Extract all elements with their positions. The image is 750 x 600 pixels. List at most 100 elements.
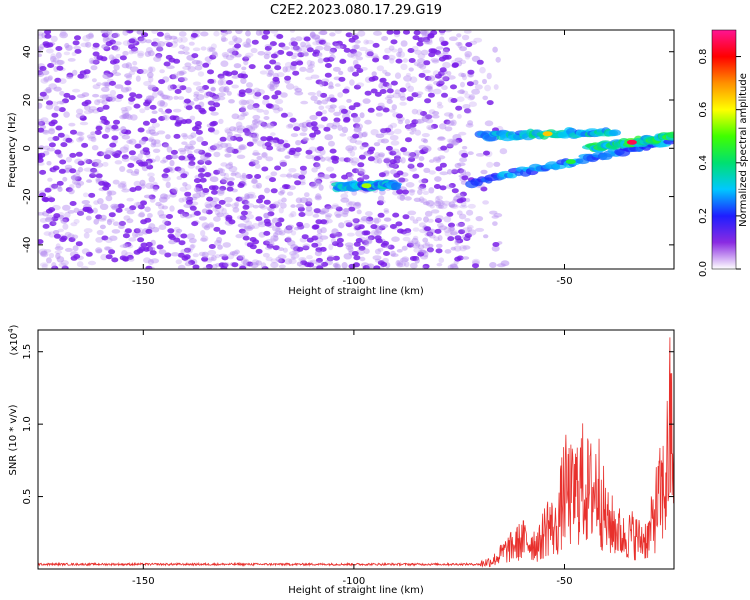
noise-speckle — [482, 95, 489, 101]
noise-speckle — [104, 82, 110, 89]
noise-speckle — [441, 85, 448, 91]
noise-speckle — [228, 161, 233, 166]
noise-speckle — [40, 251, 49, 258]
noise-speckle — [151, 41, 159, 47]
noise-speckle — [243, 225, 252, 230]
noise-speckle — [280, 92, 288, 98]
noise-speckle — [423, 167, 431, 173]
noise-speckle — [263, 230, 271, 236]
noise-speckle — [145, 241, 153, 247]
noise-speckle — [454, 235, 462, 241]
noise-speckle — [367, 235, 375, 241]
noise-speckle — [264, 187, 271, 194]
noise-speckle — [171, 252, 180, 257]
noise-speckle — [151, 110, 158, 114]
noise-speckle — [105, 147, 114, 154]
noise-speckle — [120, 126, 127, 133]
noise-speckle — [416, 62, 425, 68]
noise-speckle — [395, 58, 403, 64]
noise-speckle — [174, 121, 182, 127]
noise-speckle — [351, 160, 358, 166]
noise-speckle — [451, 188, 459, 194]
noise-speckle — [226, 80, 233, 85]
noise-speckle — [458, 131, 467, 136]
noise-speckle — [450, 84, 457, 90]
noise-speckle — [388, 45, 395, 51]
noise-speckle — [334, 30, 342, 34]
noise-speckle — [158, 214, 168, 219]
noise-speckle — [364, 238, 372, 244]
noise-speckle — [459, 46, 467, 52]
noise-speckle — [386, 162, 392, 169]
noise-speckle — [158, 224, 167, 230]
noise-speckle — [455, 193, 464, 199]
noise-speckle — [38, 157, 44, 163]
noise-speckle — [192, 264, 200, 269]
noise-speckle — [426, 247, 434, 253]
noise-speckle — [322, 109, 327, 115]
noise-speckle — [403, 75, 412, 82]
noise-speckle — [220, 60, 229, 67]
noise-speckle — [50, 55, 57, 63]
noise-speckle — [40, 78, 49, 84]
noise-speckle — [279, 186, 286, 191]
noise-speckle — [405, 82, 411, 89]
noise-speckle — [96, 99, 106, 103]
noise-speckle — [351, 251, 359, 256]
noise-speckle — [266, 122, 274, 128]
noise-speckle — [457, 42, 463, 49]
noise-speckle — [148, 136, 155, 142]
noise-speckle — [338, 222, 345, 229]
noise-speckle — [178, 197, 185, 203]
noise-speckle — [310, 95, 318, 101]
noise-speckle — [286, 51, 294, 57]
noise-speckle — [420, 198, 428, 204]
noise-speckle — [380, 199, 386, 204]
noise-speckle — [341, 174, 349, 180]
noise-speckle — [335, 213, 342, 218]
noise-speckle — [376, 65, 385, 72]
noise-speckle — [272, 245, 280, 251]
noise-speckle — [189, 115, 196, 121]
noise-speckle — [148, 129, 156, 135]
noise-speckle — [39, 91, 47, 97]
noise-speckle — [431, 123, 438, 129]
noise-speckle — [168, 35, 178, 40]
noise-speckle — [46, 147, 56, 152]
noise-speckle — [52, 230, 60, 235]
noise-speckle — [252, 239, 260, 245]
noise-speckle — [321, 81, 329, 87]
noise-speckle — [486, 72, 492, 80]
noise-speckle — [95, 237, 104, 243]
y-tick-label: 1.0 — [22, 416, 33, 432]
noise-speckle — [158, 107, 164, 113]
noise-speckle — [149, 104, 157, 110]
noise-speckle — [407, 162, 414, 168]
noise-speckle — [437, 155, 446, 160]
noise-speckle — [436, 101, 443, 106]
noise-speckle — [181, 132, 188, 138]
noise-speckle — [83, 69, 91, 75]
noise-speckle — [448, 138, 457, 145]
noise-speckle — [428, 170, 436, 175]
noise-speckle — [286, 191, 294, 196]
noise-speckle — [117, 203, 125, 209]
noise-speckle — [53, 86, 62, 92]
noise-speckle — [233, 37, 243, 44]
noise-speckle — [454, 256, 462, 262]
noise-speckle — [120, 181, 127, 185]
noise-speckle — [250, 47, 258, 54]
noise-speckle — [390, 122, 398, 128]
noise-speckle — [117, 183, 126, 189]
noise-speckle — [56, 59, 65, 65]
noise-speckle — [295, 140, 302, 146]
noise-speckle — [136, 69, 144, 74]
noise-speckle — [475, 153, 485, 157]
noise-speckle — [354, 225, 362, 231]
noise-speckle — [338, 76, 346, 82]
noise-speckle — [60, 218, 68, 224]
noise-speckle — [251, 177, 258, 184]
noise-speckle — [263, 212, 271, 219]
noise-speckle — [177, 264, 186, 269]
